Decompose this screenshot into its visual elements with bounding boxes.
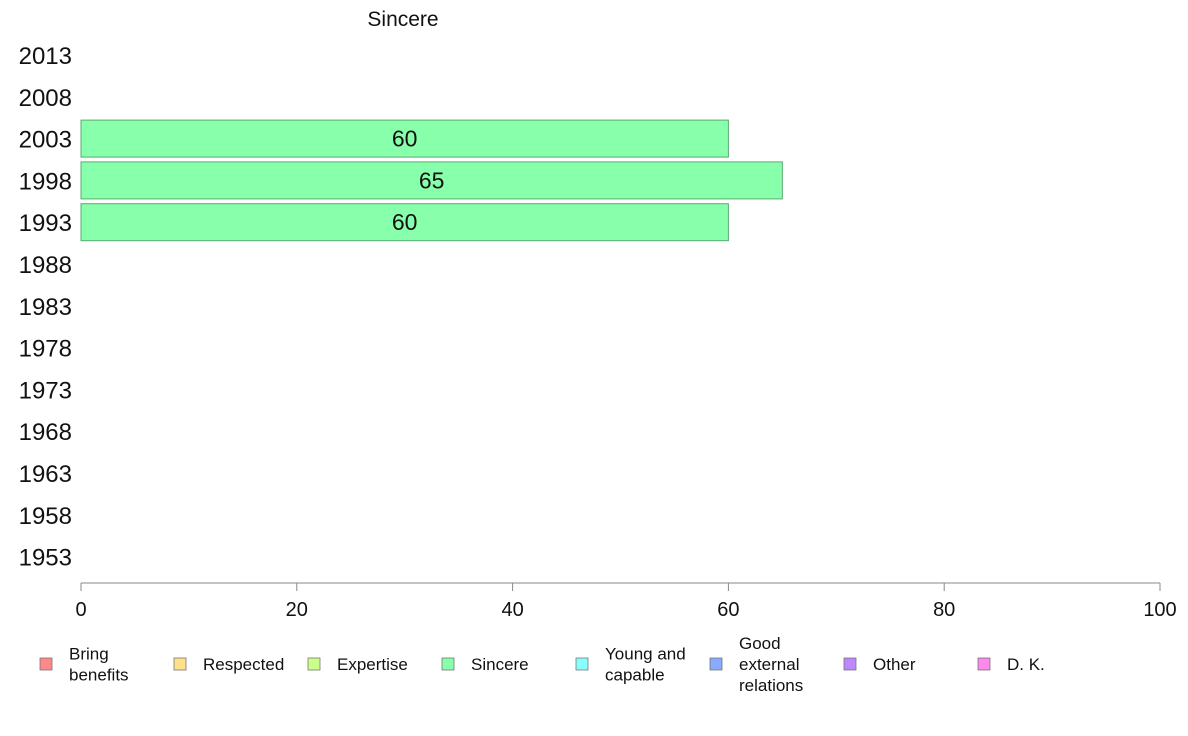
x-tick-label: 100 [1143,599,1176,621]
x-tick-label: 80 [933,599,955,621]
x-tick-label: 20 [286,599,308,621]
bar [80,161,783,200]
legend: Bring benefits Respected Expertise Sincere Yo… [39,634,1045,695]
chart-title: Sincere [367,8,438,31]
legend-label: Other [873,655,916,674]
y-tick-label: 1988 [19,252,72,279]
legend-label: Young and [605,645,686,664]
y-axis-labels: 2013 2008 2003 1998 1993 1988 1983 1978 1973 1968… [19,43,72,572]
legend-swatch [977,657,991,671]
y-tick-label: 2008 [19,85,72,112]
y-tick-label: 1998 [19,168,72,195]
legend-swatch [709,657,723,671]
legend-label: Expertise [337,655,408,674]
x-tick-label: 40 [501,599,523,621]
legend-label: external [739,655,799,674]
bar-data-label: 60 [392,126,418,152]
legend-swatch [39,657,53,671]
legend-label: D. K. [1007,655,1045,674]
y-tick-label: 1968 [19,419,72,446]
legend-label: Sincere [471,655,529,674]
legend-label: capable [605,666,665,685]
x-tick-label: 0 [75,599,86,621]
x-axis-ticks: 0 20 40 60 80 100 [75,583,1177,621]
legend-label: Good [739,634,781,653]
y-tick-label: 1978 [19,336,72,363]
legend-swatch [307,657,321,671]
legend-swatch [441,657,455,671]
bar [80,203,729,242]
y-tick-label: 1983 [19,294,72,321]
y-tick-label: 2013 [19,43,72,70]
bar-data-label: 60 [392,209,418,235]
y-tick-label: 1993 [19,210,72,237]
y-tick-label: 1963 [19,461,72,488]
legend-swatch [173,657,187,671]
y-tick-label: 1973 [19,377,72,404]
y-tick-label: 1958 [19,503,72,530]
legend-swatch [575,657,589,671]
legend-swatch [843,657,857,671]
legend-label: relations [739,676,803,695]
legend-label: Bring [69,645,109,664]
legend-label: Respected [203,655,284,674]
legend-label: benefits [69,666,129,685]
bar [80,119,729,158]
bar-data-label: 65 [419,167,445,193]
y-tick-label: 1953 [19,545,72,572]
y-tick-label: 2003 [19,127,72,154]
x-tick-label: 60 [717,599,739,621]
